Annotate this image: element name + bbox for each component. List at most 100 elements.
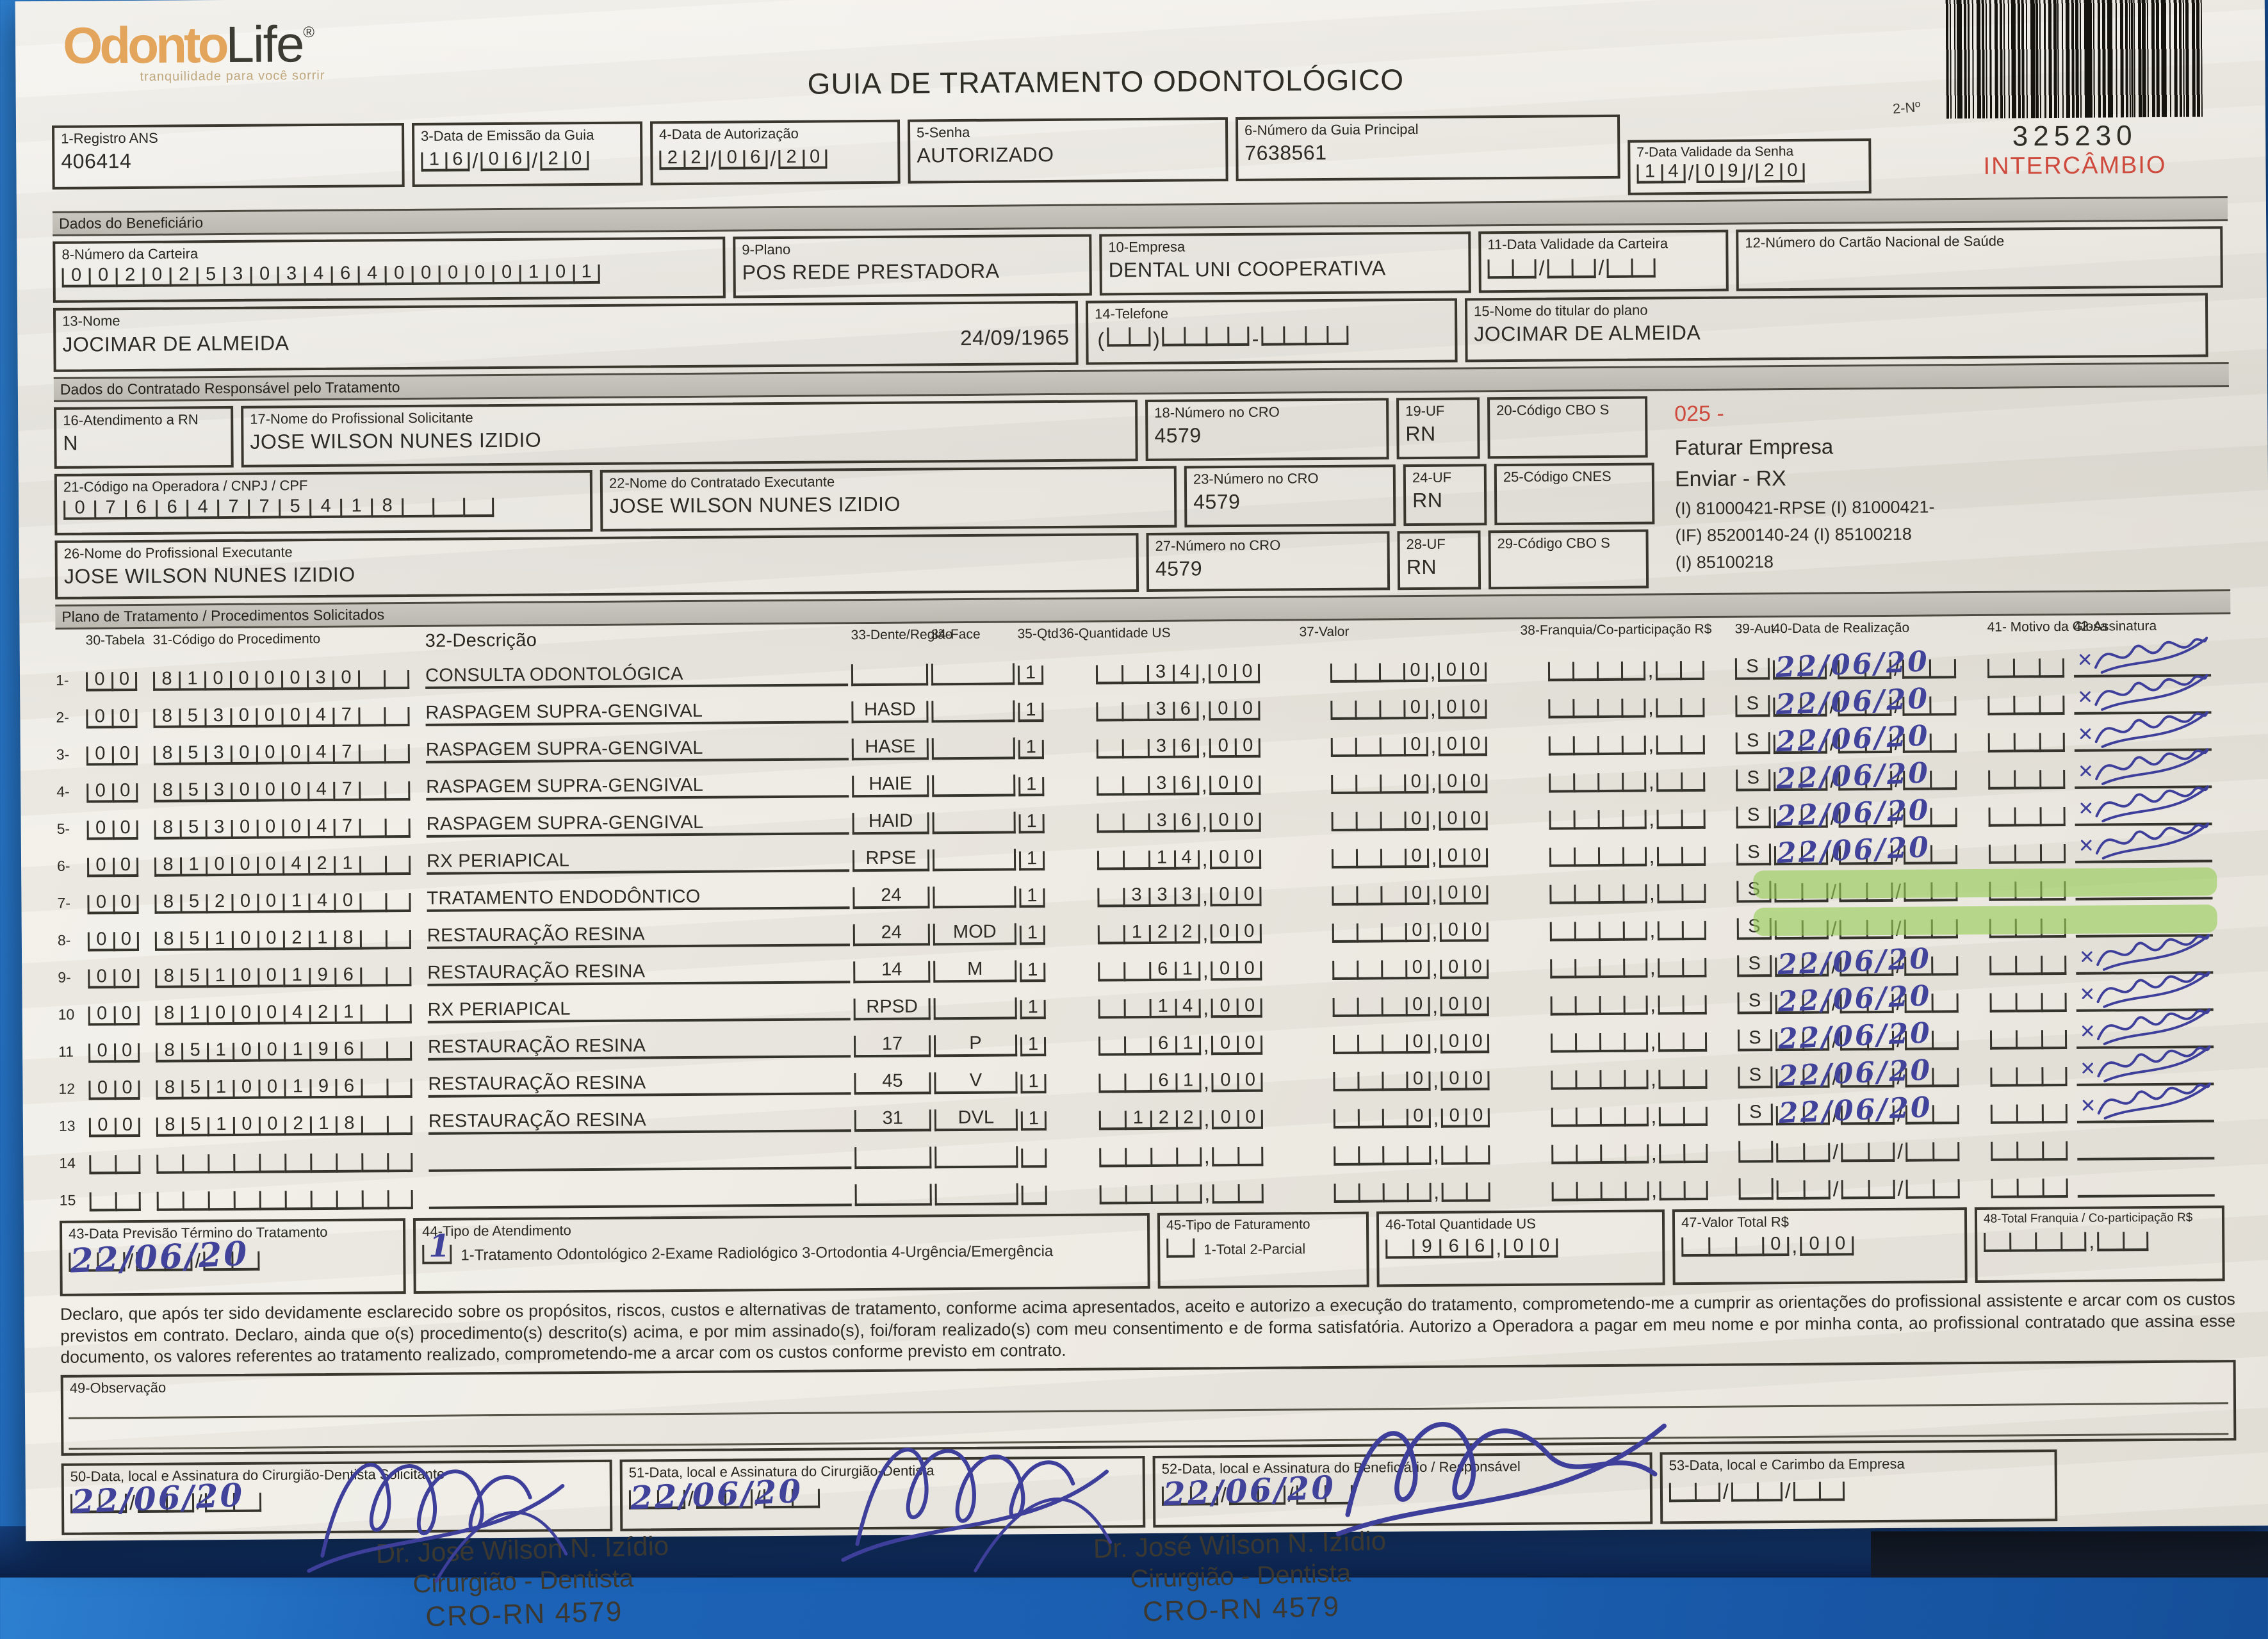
comb-cell [1657,847,1682,867]
comb-cell: 0 [232,965,258,988]
qtd-comb: 1 [1018,774,1057,797]
comb-cell [1622,958,1647,978]
comb-cell: 6 [1148,959,1175,981]
comb-cell [384,744,410,764]
face-value: MOD [933,922,1016,946]
comb-cell: 0 [88,1077,115,1100]
comb-field: 1 [1020,959,1046,983]
separator: , [1432,994,1439,1018]
comb-cell [1930,845,1957,865]
row-signature-icon [2080,711,2208,748]
comb-field [1549,958,1647,979]
comb-cell [1802,994,1829,1014]
comb-cell: 0 [230,705,256,728]
comb-field [1840,1105,1895,1125]
comb-cell: 1 [1148,847,1174,870]
comb-cell: 0 [1403,697,1428,720]
comb-cell [233,1492,261,1512]
separator: , [1201,736,1207,760]
dente-cell: 31 [854,1108,932,1132]
assinatura-cell [2075,785,2212,826]
comb-cell [115,1154,141,1175]
comb-cell: 6 [330,263,358,286]
comb-cell [1096,776,1122,796]
comb-cell: 4 [357,263,385,286]
comb-cell [1929,771,1957,790]
comb-field [1212,1184,1264,1204]
comb-field [2097,1232,2149,1252]
comb-cell: 1 [1018,848,1045,871]
comb-cell [1774,808,1801,829]
comb-cell: 0 [1211,995,1237,1018]
comb-cell [1682,995,1708,1015]
comb-cell [386,1079,412,1098]
comb-cell: 6 [1439,1236,1467,1259]
comb-cell [1125,1184,1151,1205]
procedure-row: 10 0 0 8 1 0 0 0 4 2 1 RX PERIAPICAL RPSD 1 1 4, 0 0 0, 0 0,… [58,971,2233,1026]
comb-field: 1 [1020,1108,1047,1131]
qtd-comb: 1 [1020,1034,1059,1057]
comb-cell [1793,1481,1819,1501]
comb-field [1775,1105,1830,1126]
comb-cell [1576,1182,1601,1202]
comb-field [1840,1031,1895,1051]
comb-field [1549,847,1647,867]
field-tipo-faturamento: 45-Tipo de Faturamento 1-Total 2-Parcial [1157,1211,1369,1289]
comb-field [1106,327,1151,347]
separator: , [1432,1031,1439,1055]
comb-cell: 3 [204,742,231,765]
comb-cell [156,1154,183,1174]
separator: , [1649,844,1655,868]
data-realizacao-comb: // [1776,1140,1987,1164]
field-label: 7-Data Validade da Senha [1636,143,1794,160]
comb-field [1658,1069,1708,1089]
comb-field [1551,1181,1649,1202]
data-realizacao-comb: //22/06/20 [1775,942,1986,981]
comb-cell: 0 [1439,883,1464,905]
side-line: (IF) 85200140-24 (I) 85100218 [1675,524,1912,546]
comb-cell [1989,1030,2016,1050]
qtd-comb: 1 [1019,922,1058,945]
comb-cell: 0 [1462,696,1487,719]
comb-cell [1631,258,1656,278]
comb-field [1547,661,1645,681]
row-signature-icon [2082,1045,2211,1082]
comb-field [1988,769,2066,790]
comb-cell: 4 [307,816,334,839]
comb-field [1166,1238,1195,1260]
comb-cell [1622,921,1647,941]
comb-cell [2013,696,2039,715]
comb-cell [2041,1066,2068,1087]
comb-cell [1385,1239,1413,1259]
separator: , [1202,810,1208,834]
comb-cell [2015,1030,2042,1050]
comb-cell: 0 [87,929,114,952]
comb-cell: 1 [1019,922,1045,945]
motivo-glosa-comb [1990,1104,2074,1124]
comb-cell [1658,921,1683,941]
comb-cell: 0 [1211,958,1237,981]
separator: , [1648,733,1654,756]
dentist-signature-icon [841,1447,1113,1572]
comb-cell [1775,957,1802,977]
row-number: 5- [56,820,70,837]
comb-cell: 6 [1173,736,1199,758]
beneficiary-signature-icon [1335,1422,1667,1537]
comb-field [1987,732,2065,753]
comb-cell [1865,808,1893,828]
aut-value [1738,1178,1774,1200]
comb-cell [1622,810,1647,829]
comb-cell: 0 [258,1113,285,1136]
comb-cell: 6 [445,149,470,172]
